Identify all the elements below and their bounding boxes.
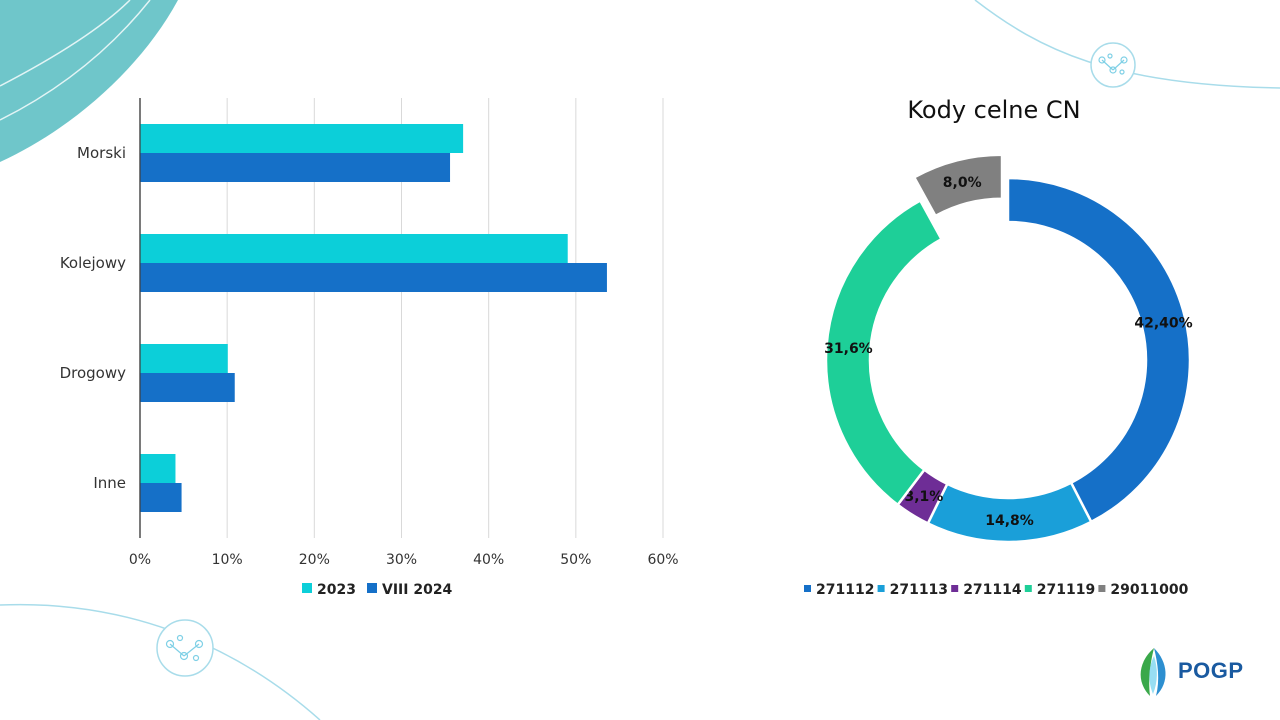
x-tick-label: 0% — [129, 552, 151, 568]
slice-label: 8,0% — [943, 175, 982, 191]
legend-label: 271112 — [816, 582, 874, 598]
x-tick-label: 50% — [560, 552, 591, 568]
molecule-icon — [165, 634, 204, 662]
molecule-badge-bottom — [156, 619, 214, 677]
chart-title: Kody celne CN — [907, 96, 1080, 124]
legend-swatch — [1098, 585, 1106, 592]
category-label: Inne — [93, 474, 126, 492]
top-right-arc — [974, 0, 1280, 89]
bar-2023 — [140, 124, 464, 153]
bar-2023 — [140, 344, 228, 373]
bar-viii-2024 — [140, 373, 235, 402]
logo-text: POGP — [1178, 658, 1244, 683]
bottom-left-arc — [0, 603, 321, 720]
leaf-icon — [1140, 648, 1166, 696]
transport-bar-chart: 0% 10% 20% 30% 40% 50% 60% Morski Kolejowy Drogow… — [60, 98, 679, 598]
legend-swatch — [951, 585, 959, 592]
category-label: Kolejowy — [60, 254, 126, 272]
legend-swatch — [1024, 585, 1032, 592]
legend-swatch — [367, 583, 377, 593]
corner-line — [0, 0, 151, 121]
molecule-icon — [1098, 53, 1128, 75]
bar-viii-2024 — [140, 483, 182, 512]
legend-label: 271113 — [890, 582, 948, 598]
donut-slice-271119 — [824, 198, 944, 507]
bar-2023 — [140, 454, 176, 483]
bar-viii-2024 — [140, 263, 607, 292]
slice-label: 14,8% — [985, 513, 1034, 529]
slice-label: 31,6% — [824, 341, 873, 357]
legend-label: 271119 — [1037, 582, 1095, 598]
legend-swatch — [302, 583, 312, 593]
x-tick-label: 40% — [473, 552, 504, 568]
molecule-badge-top — [1090, 42, 1136, 88]
donut-slice-271112 — [1006, 176, 1192, 524]
bar-viii-2024 — [140, 153, 451, 182]
x-tick-label: 60% — [647, 552, 678, 568]
x-tick-label: 10% — [212, 552, 243, 568]
legend-label: VIII 2024 — [382, 582, 453, 598]
legend-swatch — [804, 585, 811, 592]
bar-2023 — [140, 234, 568, 263]
cn-codes-donut-chart: Kody celne CN 42,40% 14,8% 3,1% 31,6% 8,0% 271… — [804, 96, 1193, 598]
category-label: Drogowy — [60, 364, 127, 382]
corner-shape — [0, 0, 178, 162]
donut-slice-29011000 — [912, 153, 1004, 218]
pogp-logo: POGP — [1136, 646, 1256, 698]
x-tick-label: 20% — [299, 552, 330, 568]
legend-label: 2023 — [317, 582, 356, 598]
legend-label: 29011000 — [1110, 582, 1188, 598]
corner-line — [0, 0, 131, 87]
legend-label: 271114 — [963, 582, 1022, 598]
slice-label: 42,40% — [1134, 315, 1192, 331]
legend-swatch — [877, 585, 885, 592]
category-label: Morski — [77, 144, 126, 162]
x-tick-label: 30% — [386, 552, 417, 568]
slice-label: 3,1% — [904, 489, 943, 505]
